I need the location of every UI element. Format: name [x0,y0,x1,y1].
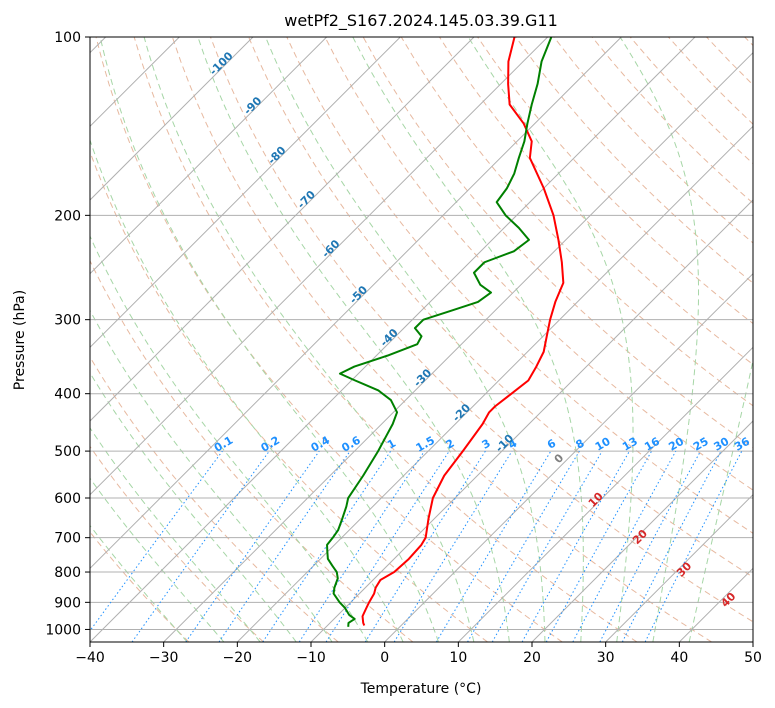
y-tick-label: 600 [54,491,81,507]
y-tick-label: 900 [54,595,81,611]
moist-adiabat-line [90,234,369,642]
mixing-ratio-line [185,450,320,642]
y-axis-ticks: 100 200 300 400 500 600 700 800 900 1000 [45,30,90,638]
isotherm-line [90,37,254,201]
y-tick-label: 400 [54,387,81,403]
mixing-ratio-line [131,450,270,642]
temperature-profile-line [361,37,565,626]
isotherm-line [531,420,753,642]
moist-adiabats [90,37,753,642]
x-tick-label: 50 [744,650,762,666]
chart-title: wetPf2_S167.2024.145.03.39.G11 [284,11,558,31]
isotherm-line [90,37,622,570]
x-axis-ticks: −40 −30 −20 −10 0 10 20 30 40 50 [75,642,762,666]
plot-frame [89,36,754,643]
x-tick-label: 10 [449,650,467,666]
moist-adiabat-line [197,37,510,642]
moist-adiabat-line [352,37,584,642]
isotherm-line [605,493,753,642]
mixing-ratio-line [393,450,513,642]
moist-adiabat-line [619,37,700,642]
dry-adiabat-line [90,259,414,642]
x-axis-label: Temperature (°C) [360,681,482,697]
dry-adiabat-line [324,37,753,491]
x-tick-label: −10 [296,650,326,666]
isotherm-line [384,272,753,642]
isotherm-line [90,37,549,496]
x-tick-label: 30 [597,650,615,666]
mixing-ratio-line [545,450,653,642]
isotherm-gridlines [90,37,753,642]
moist-adiabat-line [90,427,261,642]
moist-adiabat-line [90,477,225,642]
dry-adiabat-line [210,37,753,623]
moist-adiabat-line [90,138,404,642]
dry-adiabat-line [90,356,339,642]
mixing-ratio-line [644,450,743,642]
dry-adiabat-line [90,445,264,642]
isotherm-line [236,125,753,642]
mixing-ratio-line [218,450,351,642]
y-tick-label: 1000 [45,622,81,638]
x-tick-label: 0 [380,650,389,666]
dry-adiabat-line [95,37,563,642]
isotherm-line [90,37,696,642]
mixing-ratio-line [90,450,223,632]
y-tick-label: 200 [54,208,81,224]
dry-adiabat-line [171,37,712,642]
dry-adiabat-line [515,37,753,284]
mixing-ratio-line [298,450,425,642]
y-tick-label: 500 [54,444,81,460]
x-tick-label: −30 [149,650,179,666]
mixing-ratio-line [262,450,392,642]
moist-adiabat-line [99,37,439,642]
mixing-ratio-line [325,450,450,642]
dry-adiabat-line [133,37,638,642]
mixing-ratio-line [521,450,630,642]
x-tick-label: 20 [523,650,541,666]
x-tick-label: −40 [75,650,105,666]
y-tick-label: 800 [54,565,81,581]
y-tick-label: 700 [54,531,81,547]
mixing-ratio-lines [90,450,743,642]
dewpoint-profile-line [326,37,553,627]
moist-adiabat-line [265,37,546,642]
isotherm-line [310,199,753,642]
moist-adiabat-line [90,524,188,642]
y-tick-label: 100 [54,30,81,46]
isotherm-line [90,37,475,422]
moist-adiabat-line [90,309,333,642]
moist-adiabat-line [90,371,297,642]
moist-adiabat-line [143,37,475,642]
profile-series [326,37,565,627]
dry-adiabat-line [248,37,753,578]
isotherm-line [457,346,753,642]
x-tick-label: −20 [223,650,253,666]
x-tick-label: 40 [670,650,688,666]
y-tick-label: 300 [54,313,81,329]
dry-adiabats [90,37,753,642]
mixing-ratio-line [572,450,677,642]
isotherm-line [163,51,753,642]
isotherm-line [90,37,328,275]
isotherm-line [90,37,401,349]
dry-adiabat-line [286,37,753,534]
moist-adiabat-line [688,358,753,642]
y-axis-label: Pressure (hPa) [12,290,28,390]
